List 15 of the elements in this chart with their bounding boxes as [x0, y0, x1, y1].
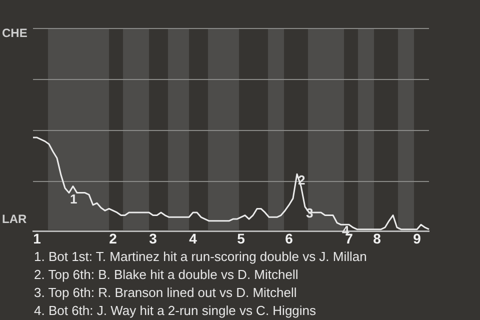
- text: 1. Bot 1st: T. Martinez hit a run-scoring double vs J. Millan: [34, 248, 368, 266]
- x-tick-label: 6: [285, 230, 294, 246]
- annotation: 1: [70, 191, 78, 206]
- x-tick-label: 8: [373, 230, 382, 246]
- x-tick-label: 2: [109, 230, 118, 246]
- text: 2. Top 6th: B. Blake hit a double vs D. Mitchell: [34, 266, 300, 284]
- text: LAR: [2, 212, 27, 226]
- text: CHE: [2, 26, 28, 40]
- x-tick-label: 4: [189, 230, 198, 246]
- x-tick-label: 9: [413, 230, 422, 246]
- x-tick-label: 3: [149, 230, 158, 246]
- x-tick-label: 5: [237, 230, 246, 246]
- text: 3. Top 6th: R. Branson lined out vs D. Mitchell: [34, 284, 298, 302]
- text: 4. Bot 6th: J. Way hit a 2-run single vs C. Higgins: [34, 302, 318, 320]
- x-tick-label: 1: [33, 230, 42, 246]
